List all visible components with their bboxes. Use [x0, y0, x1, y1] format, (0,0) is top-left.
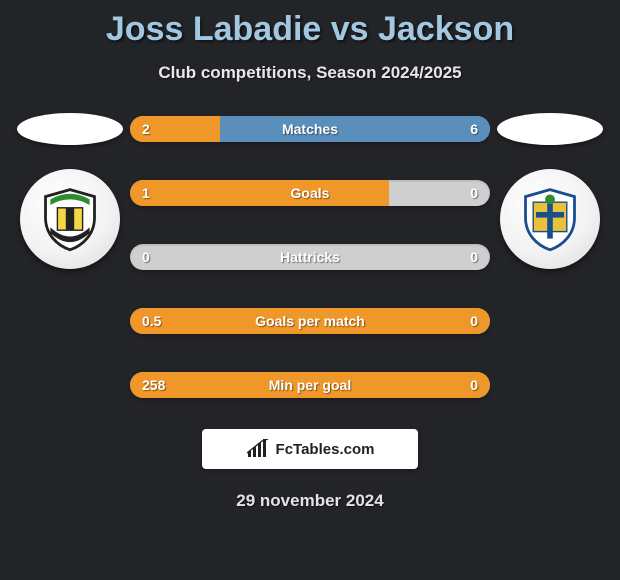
page-title: Joss Labadie vs Jackson: [0, 0, 620, 49]
stat-bar: 0.50Goals per match: [130, 308, 490, 334]
bar-left-fill: [130, 180, 389, 206]
date-label: 29 november 2024: [0, 491, 620, 511]
bar-right-fill: [220, 116, 490, 142]
stat-bar: 0 0Hattricks: [130, 244, 490, 270]
player-photo-right: [497, 113, 603, 145]
stat-left-value: 1: [142, 180, 150, 206]
right-slot: [490, 365, 610, 405]
left-slot: [10, 173, 130, 213]
stat-left-value: 0: [142, 244, 150, 270]
brand-badge[interactable]: FcTables.com: [202, 429, 418, 469]
bar-chart-icon: [246, 439, 270, 459]
stat-row: 10Goals: [0, 173, 620, 213]
right-slot: [490, 237, 610, 277]
stat-rows-container: 26Matches10Goals00Hattricks0.50Goals per…: [0, 109, 620, 405]
bar-left-fill: [130, 308, 490, 334]
left-slot: [10, 109, 130, 149]
left-slot: [10, 237, 130, 277]
stat-left-value: 2: [142, 116, 150, 142]
stat-row: 2580Min per goal: [0, 365, 620, 405]
stat-label: Hattricks: [130, 244, 490, 270]
stat-row: 0.50Goals per match: [0, 301, 620, 341]
right-slot: [490, 301, 610, 341]
stat-right-value: 0: [470, 372, 478, 398]
stat-row: 26Matches: [0, 109, 620, 149]
stat-bar: 10Goals: [130, 180, 490, 206]
stat-right-value: 6: [470, 116, 478, 142]
right-slot: [490, 173, 610, 213]
stat-bar: 2580Min per goal: [130, 372, 490, 398]
stat-bar: 26Matches: [130, 116, 490, 142]
stat-right-value: 0: [470, 244, 478, 270]
bar-left-fill: [130, 372, 490, 398]
stat-left-value: 0.5: [142, 308, 161, 334]
comparison-content: 26Matches10Goals00Hattricks0.50Goals per…: [0, 109, 620, 511]
left-slot: [10, 365, 130, 405]
player-photo-left: [17, 113, 123, 145]
subtitle: Club competitions, Season 2024/2025: [0, 63, 620, 83]
stat-right-value: 0: [470, 308, 478, 334]
stat-row: 0 0Hattricks: [0, 237, 620, 277]
brand-text: FcTables.com: [276, 441, 375, 458]
right-slot: [490, 109, 610, 149]
stat-right-value: 0: [470, 180, 478, 206]
stat-left-value: 258: [142, 372, 165, 398]
left-slot: [10, 301, 130, 341]
